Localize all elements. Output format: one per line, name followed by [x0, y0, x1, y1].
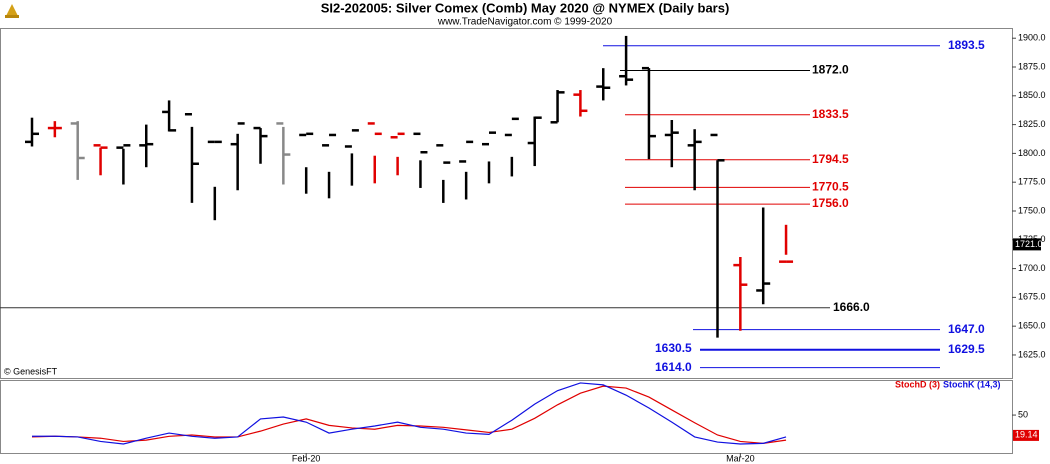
y-tick-label: 1800.0 [1018, 148, 1046, 158]
stoch-panel [0, 380, 1013, 454]
level-label: 1614.0 [655, 360, 692, 374]
y-tick-label: 1675.0 [1018, 292, 1046, 302]
level-label: 1647.0 [948, 322, 985, 336]
price-panel [0, 28, 1013, 379]
last-value-box [1013, 429, 1039, 441]
last-price-label: 1721.0 [1015, 239, 1043, 249]
stoch-line [31, 385, 787, 444]
source-note: © GenesisFT [4, 366, 58, 376]
y-tick-label: 1875.0 [1018, 61, 1046, 71]
level-label: 1833.5 [812, 107, 849, 121]
y-tick-label: 50 [1018, 409, 1028, 419]
level-label: 1893.5 [948, 38, 985, 52]
level-label: 1872.0 [812, 63, 849, 77]
legend-label: StochK (14,3) [943, 379, 1001, 389]
level-label: 1629.5 [948, 342, 985, 356]
y-tick-label: 1625.0 [1018, 349, 1046, 359]
chart-title: SI2-202005: Silver Comex (Comb) May 2020… [321, 0, 730, 15]
x-tick-label: Feb-20 [292, 453, 321, 463]
y-tick-label: 1825.0 [1018, 119, 1046, 129]
level-label: 1630.5 [655, 341, 692, 355]
level-label: 1756.0 [812, 196, 849, 210]
y-tick-label: 1775.0 [1018, 177, 1046, 187]
level-label: 1794.5 [812, 152, 849, 166]
y-tick-label: 1650.0 [1018, 321, 1046, 331]
level-label: 1770.5 [812, 180, 849, 194]
chart-subtitle: www.TradeNavigator.com © 1999-2020 [437, 17, 613, 28]
y-tick-label: 1750.0 [1018, 205, 1046, 215]
logo [5, 4, 19, 18]
y-tick-label: 1900.0 [1018, 33, 1046, 43]
x-tick-label: Mar-20 [726, 453, 755, 463]
legend-label: StochD (3) [895, 379, 940, 389]
stoch-line [32, 382, 787, 445]
last-price-box [1013, 238, 1041, 251]
level-label: 1666.0 [833, 300, 870, 314]
last-value-label: 19.14 [1015, 429, 1038, 439]
y-tick-label: 1700.0 [1018, 263, 1046, 273]
y-tick-label: 1850.0 [1018, 90, 1046, 100]
